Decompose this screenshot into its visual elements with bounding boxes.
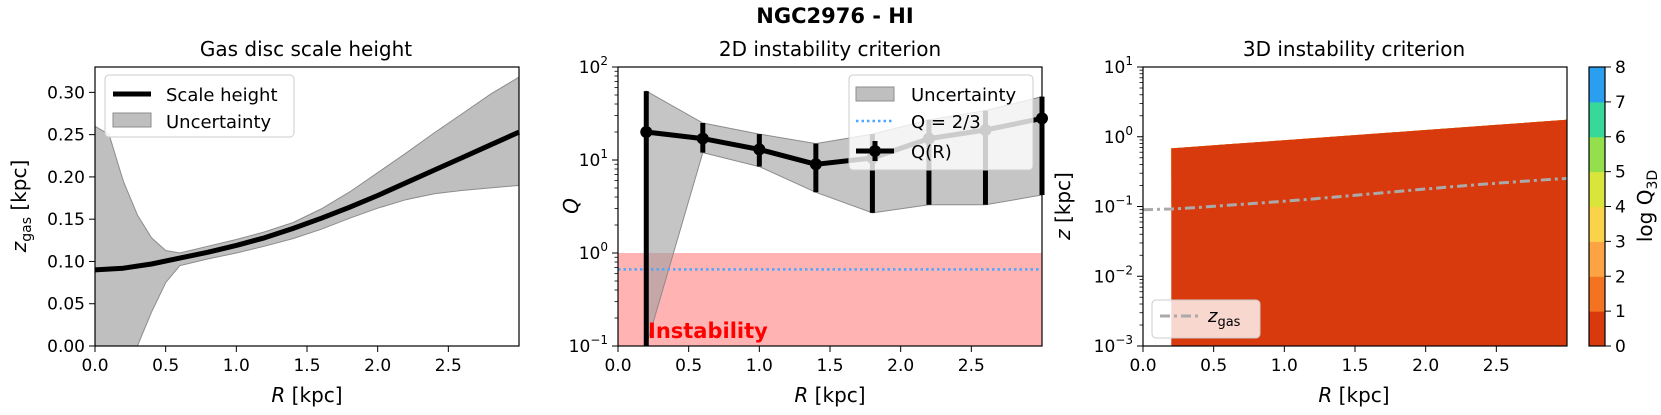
y-tick-label: 100 — [1104, 124, 1133, 148]
colorbar-tick-label: 6 — [1615, 128, 1626, 148]
colorbar-segment — [1589, 241, 1605, 277]
x-tick-label: 0.0 — [604, 356, 631, 376]
y-tick-label: 10−1 — [1094, 194, 1133, 218]
x-tick-label: 1.0 — [223, 356, 250, 376]
panel-3d-instability: 3D instability criterion 0.0 0.5 1.0 1.5 2.0… — [1051, 37, 1661, 407]
panel-2d-instability: 2D instability criterion 0.0 0.5 1.0 1.5 2.0… — [559, 37, 1048, 407]
panel2-instability-label: Instability — [648, 319, 768, 343]
x-tick-label: 1.5 — [1341, 356, 1368, 376]
panel2-legend-threshold: Q = 2/3 — [911, 112, 981, 133]
panel1-legend: Scale height Uncertainty — [104, 74, 295, 138]
panel2-legend-uncertainty: Uncertainty — [911, 85, 1017, 106]
x-tick-label: 2.0 — [364, 356, 391, 376]
qdd-level-band — [1171, 119, 1567, 346]
colorbar-tick-label: 8 — [1615, 58, 1626, 78]
panel1-y-ticks: 0.00 0.05 0.10 0.15 0.20 0.25 0.30 — [47, 83, 95, 357]
panel2-ylabel: Q — [559, 198, 583, 214]
colorbar-tick-label: 0 — [1615, 337, 1626, 357]
colorbar-segment — [1589, 171, 1605, 207]
colorbar-segment — [1589, 101, 1605, 138]
y-tick-label: 10−2 — [1094, 263, 1133, 287]
panel1-x-ticks: 0.0 0.5 1.0 1.5 2.0 2.5 — [81, 346, 462, 376]
x-tick-label: 1.0 — [746, 356, 773, 376]
colorbar-tick-label: 4 — [1615, 198, 1626, 218]
x-tick-label: 1.5 — [816, 356, 843, 376]
panel3-ylabel: z [kpc] — [1051, 172, 1075, 241]
q-point — [640, 126, 653, 139]
figure-suptitle: NGC2976 - HI — [756, 4, 913, 28]
y-tick-label: 10−1 — [569, 333, 608, 357]
x-tick-label: 2.0 — [887, 356, 914, 376]
y-tick-label: 0.05 — [47, 295, 85, 315]
x-tick-label: 2.0 — [1412, 356, 1439, 376]
panel2-legend: Uncertainty Q = 2/3 Q(R) — [848, 74, 1034, 171]
y-tick-label: 101 — [1104, 54, 1133, 78]
y-tick-label: 102 — [579, 54, 608, 78]
q-point — [809, 158, 822, 171]
panel2-xlabel: R [kpc] — [794, 383, 865, 407]
q-point — [753, 143, 766, 156]
panel1-legend-band-swatch — [112, 112, 152, 128]
panel1-legend-scale-height: Scale height — [166, 85, 278, 106]
x-tick-label: 0.5 — [1200, 356, 1227, 376]
y-tick-label: 0.00 — [47, 337, 85, 357]
q-point — [696, 132, 709, 145]
x-tick-label: 2.5 — [1483, 356, 1510, 376]
colorbar-ticks: 0 1 2 3 4 5 6 7 8 — [1605, 58, 1626, 357]
panel2-legend-band-swatch — [855, 86, 895, 102]
colorbar-segment — [1589, 311, 1605, 347]
colorbar-tick-label: 1 — [1615, 302, 1626, 322]
panel1-legend-box — [104, 74, 295, 138]
panel3-legend-box — [1151, 299, 1261, 339]
panel3-xlabel: R [kpc] — [1318, 383, 1389, 407]
panel3-plot-area — [1142, 119, 1568, 346]
panel3-legend: zgas — [1151, 299, 1261, 339]
x-tick-label: 0.0 — [1129, 356, 1156, 376]
x-tick-label: 2.5 — [958, 356, 985, 376]
colorbar-tick-label: 3 — [1615, 232, 1626, 252]
y-tick-label: 0.20 — [47, 168, 85, 188]
colorbar-segment — [1589, 136, 1605, 173]
x-tick-label: 0.5 — [675, 356, 702, 376]
x-tick-label: 1.5 — [293, 356, 320, 376]
panel3-legend-zgas: zgas — [1207, 306, 1241, 330]
panel3-title: 3D instability criterion — [1243, 37, 1465, 61]
x-tick-label: 1.0 — [1271, 356, 1298, 376]
scale-height-line — [94, 129, 521, 273]
x-tick-label: 0.0 — [81, 356, 108, 376]
panel2-x-ticks: 0.0 0.5 1.0 1.5 2.0 2.5 — [604, 346, 985, 376]
y-tick-label: 0.30 — [47, 83, 85, 103]
colorbar-segment — [1589, 67, 1605, 103]
panel2-title: 2D instability criterion — [719, 37, 941, 61]
colorbar-segment — [1589, 206, 1605, 242]
y-tick-label: 0.15 — [47, 210, 85, 230]
colorbar-tick-label: 7 — [1615, 93, 1626, 113]
panel1-ylabel: zgas [kpc] — [7, 160, 35, 254]
colorbar-tick-label: 5 — [1615, 163, 1626, 183]
panel2-legend-q-marker — [869, 145, 881, 157]
panel2-legend-box — [848, 74, 1034, 171]
panel1-xlabel: R [kpc] — [271, 383, 342, 407]
colorbar — [1589, 67, 1605, 347]
colorbar-label: log Q3D — [1633, 170, 1661, 242]
y-tick-label: 0.10 — [47, 252, 85, 272]
panel2-legend-q: Q(R) — [911, 142, 952, 163]
colorbar-tick-label: 2 — [1615, 267, 1626, 287]
x-tick-label: 0.5 — [152, 356, 179, 376]
panel3-x-ticks: 0.0 0.5 1.0 1.5 2.0 2.5 — [1129, 346, 1510, 376]
x-tick-label: 2.5 — [435, 356, 462, 376]
y-tick-label: 101 — [579, 147, 608, 171]
y-tick-label: 10−3 — [1094, 333, 1133, 357]
panel1-legend-uncertainty: Uncertainty — [166, 112, 272, 133]
zgas-line — [1142, 176, 1568, 212]
y-tick-label: 100 — [579, 240, 608, 264]
panel2-y-ticks: 10−1 100 101 102 — [569, 54, 618, 357]
colorbar-segment — [1589, 276, 1605, 312]
panel-scale-height: Gas disc scale height 0.0 0.5 1.0 1.5 2.0 2.5… — [7, 37, 521, 407]
panel3-y-ticks: 10−3 10−2 10−1 100 101 — [1094, 54, 1143, 357]
y-tick-label: 0.25 — [47, 126, 85, 146]
panel1-title: Gas disc scale height — [200, 37, 412, 61]
